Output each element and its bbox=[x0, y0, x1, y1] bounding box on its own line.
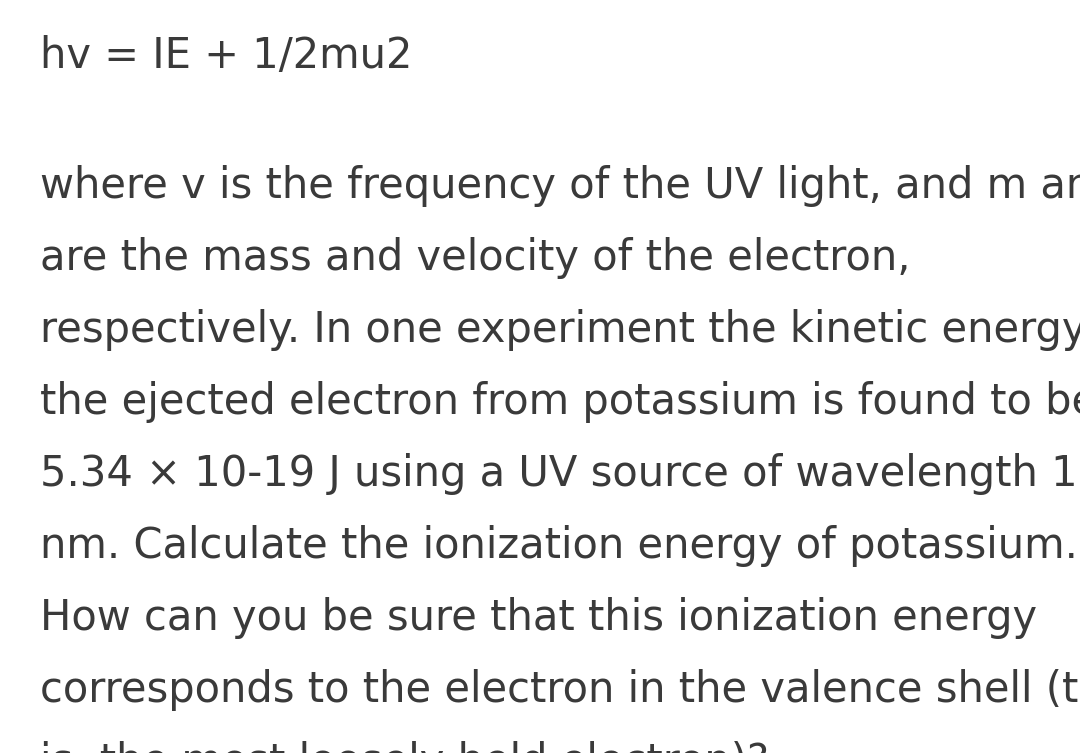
Text: respectively. In one experiment the kinetic energy of: respectively. In one experiment the kine… bbox=[40, 309, 1080, 351]
Text: hv = IE + 1/2mu2: hv = IE + 1/2mu2 bbox=[40, 35, 413, 77]
Text: How can you be sure that this ionization energy: How can you be sure that this ionization… bbox=[40, 597, 1037, 639]
Text: nm. Calculate the ionization energy of potassium.: nm. Calculate the ionization energy of p… bbox=[40, 525, 1078, 567]
Text: the ejected electron from potassium is found to be: the ejected electron from potassium is f… bbox=[40, 381, 1080, 423]
Text: 5.34 × 10-19 J using a UV source of wavelength 162: 5.34 × 10-19 J using a UV source of wave… bbox=[40, 453, 1080, 495]
Text: is, the most loosely held electron)?: is, the most loosely held electron)? bbox=[40, 741, 769, 753]
Text: corresponds to the electron in the valence shell (that: corresponds to the electron in the valen… bbox=[40, 669, 1080, 711]
Text: are the mass and velocity of the electron,: are the mass and velocity of the electro… bbox=[40, 237, 910, 279]
Text: where v is the frequency of the UV light, and m and u: where v is the frequency of the UV light… bbox=[40, 165, 1080, 207]
